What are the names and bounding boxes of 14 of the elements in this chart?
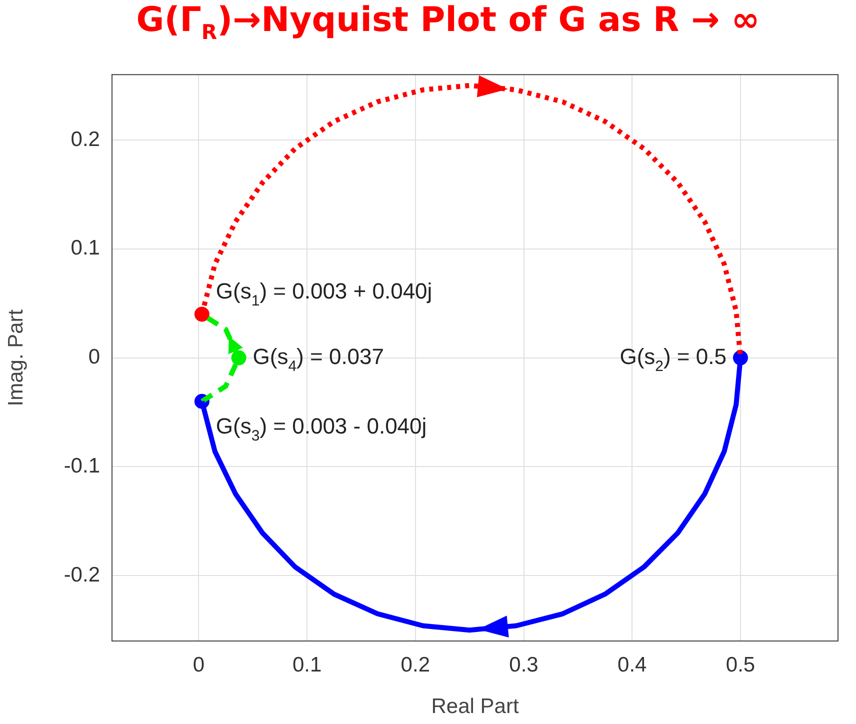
y-tick-label: 0 — [88, 346, 100, 369]
x-tick-label: 0.5 — [726, 653, 756, 676]
y-tick-label: 0.2 — [70, 128, 100, 151]
chart-title: G(Γ$_{R}$)→Nyquist Plot of G as R → ∞ — [135, 0, 761, 46]
x-axis-title: Real Part — [431, 695, 519, 718]
y-tick-label: -0.1 — [64, 454, 100, 478]
y-tick-label: -0.2 — [64, 563, 100, 586]
x-tick-label: 0.3 — [509, 653, 538, 676]
y-tick-label: 0.1 — [70, 236, 100, 260]
x-tick-label: 0.1 — [292, 653, 322, 676]
y-axis-title: Imag. Part — [4, 309, 28, 406]
x-tick-label: 0.4 — [618, 653, 648, 676]
x-tick-label: 0.2 — [400, 653, 430, 676]
x-tick-label: 0 — [192, 653, 205, 676]
